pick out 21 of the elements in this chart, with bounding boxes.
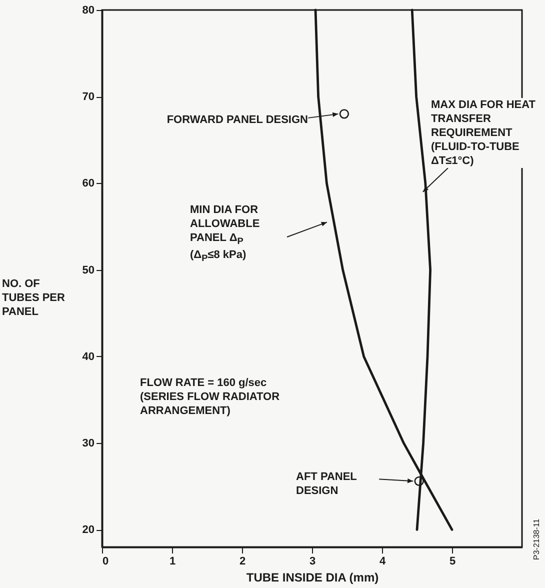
y-tick-label: 80 bbox=[82, 4, 94, 16]
x-tick-label: 1 bbox=[169, 556, 176, 568]
y-axis-title: NO. OF TUBES PER PANEL bbox=[2, 277, 66, 319]
y-tick-label: 70 bbox=[82, 91, 94, 104]
y-tick-label: 20 bbox=[82, 524, 94, 536]
y-tick-label: 30 bbox=[82, 438, 94, 450]
x-tick-label: 5 bbox=[449, 556, 456, 568]
series-label: MAX DIA FOR HEAT TRANSFER REQUIREMENT (FLUID-TO-TUBE ΔT≤1°C) bbox=[431, 98, 541, 168]
annotation: AFT PANEL DESIGN bbox=[296, 470, 358, 498]
y-tick-label: 50 bbox=[82, 264, 94, 276]
x-tick-label: 0 bbox=[102, 556, 109, 568]
x-axis-title: TUBE INSIDE DIA (mm) bbox=[246, 570, 379, 584]
x-tick-label: 3 bbox=[309, 556, 316, 568]
y-tick-label: 40 bbox=[82, 350, 94, 363]
annotation: FLOW RATE = 160 g/sec (SERIES FLOW RADIATOR ARRANGEMENT) bbox=[140, 376, 281, 418]
text: P3-2138-11 bbox=[531, 518, 542, 560]
text: MIN DIA FOR ALLOWABLE PANEL Δ$_{P}$ (Δ$_{P}$≤8 kPa) bbox=[190, 204, 260, 264]
annotation: FORWARD PANEL DESIGN bbox=[166, 113, 308, 127]
y-tick-label: 60 bbox=[82, 178, 94, 190]
x-tick-label: 4 bbox=[379, 556, 386, 568]
x-tick-label: 2 bbox=[239, 556, 246, 568]
